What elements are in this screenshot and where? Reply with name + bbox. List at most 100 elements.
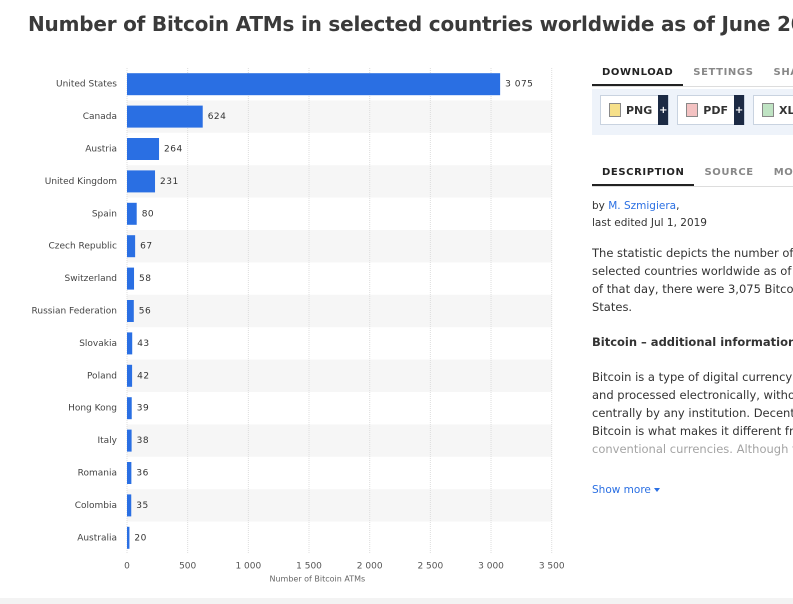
data-label: 20 xyxy=(134,533,146,543)
tab[interactable]: SOURCE xyxy=(704,167,754,178)
data-label: 43 xyxy=(137,339,149,349)
paragraph: Bitcoin is a type of digital currency w a… xyxy=(592,368,793,458)
x-tick-label: 500 xyxy=(179,562,196,572)
y-tick-label: Switzerland xyxy=(65,274,118,284)
author-link[interactable]: M. Szmigiera xyxy=(608,200,677,212)
tab[interactable]: MORE xyxy=(773,167,793,178)
text: , xyxy=(676,200,680,212)
bar xyxy=(127,397,132,420)
x-tick-label: 0 xyxy=(124,562,130,572)
edited: last edited Jul 1, 2019 xyxy=(592,217,707,229)
label: PDF xyxy=(703,103,729,117)
row-band xyxy=(127,424,552,457)
chart: 0 500 1 000 1 500 2 000 2 500 3 000 3 500 Number… xyxy=(32,68,565,584)
author: by M. Szmigiera, last edited Jul 1, 2019 xyxy=(592,198,793,232)
text-line: of that day, there were 3,075 Bitcoin xyxy=(592,282,793,296)
bar xyxy=(127,332,133,355)
data-label: 67 xyxy=(140,242,152,252)
bar xyxy=(127,494,132,517)
y-tick-label: Czech Republic xyxy=(48,242,117,252)
bar xyxy=(127,73,501,96)
icon xyxy=(762,103,775,117)
description-tabs: DESCRIPTION SOURCE MORE xyxy=(592,158,793,187)
bar xyxy=(127,462,132,484)
text-line: conventional currencies. Although th xyxy=(592,442,793,456)
y-tick-label: Poland xyxy=(87,371,117,381)
text-line: and processed electronically, withou xyxy=(592,388,793,402)
data-label: 80 xyxy=(142,209,154,219)
data-label: 42 xyxy=(137,371,149,381)
row-band xyxy=(127,489,552,522)
x-tick-label: 3 500 xyxy=(539,562,565,572)
data-label: 36 xyxy=(136,469,148,479)
text: by xyxy=(592,200,605,212)
data-label: 39 xyxy=(137,404,149,414)
heading: Bitcoin – additional information xyxy=(592,335,793,349)
x-tick-label: 2 500 xyxy=(417,562,443,572)
text-line: Bitcoin is what makes it different fro xyxy=(592,424,793,438)
row-band xyxy=(127,165,552,198)
y-tick-label: Hong Kong xyxy=(68,404,117,414)
tab[interactable]: DOWNLOAD xyxy=(592,58,684,86)
data-label: 231 xyxy=(160,177,179,187)
bar xyxy=(127,202,137,225)
bar xyxy=(127,235,136,258)
bar xyxy=(127,170,156,193)
show-more[interactable]: Show more xyxy=(592,482,793,499)
data-label: 3 075 xyxy=(505,80,533,90)
label: PNG xyxy=(626,103,653,117)
bar xyxy=(127,526,130,549)
plus[interactable]: + xyxy=(734,95,745,125)
plus[interactable]: + xyxy=(658,95,669,125)
tab[interactable]: SHARE xyxy=(773,67,793,78)
text-line: centrally by any institution. Decentra xyxy=(592,406,793,420)
download-button[interactable]: PNG + xyxy=(600,95,670,125)
side-panel: DOWNLOAD SETTINGS SHARE PNG + PDF + XLS DE… xyxy=(592,58,793,604)
x-axis-label: Number of Bitcoin ATMs xyxy=(269,575,365,584)
label: Show more xyxy=(592,484,651,496)
x-tick-label: 3 000 xyxy=(478,562,504,572)
row-band xyxy=(127,230,552,263)
data-label: 56 xyxy=(139,307,151,317)
text-line: selected countries worldwide as of Ju xyxy=(592,264,793,278)
text-line: States. xyxy=(592,300,633,314)
download-button[interactable]: PDF + xyxy=(677,95,746,125)
tab[interactable]: SETTINGS xyxy=(693,67,754,78)
bar xyxy=(127,138,160,160)
paragraph: The statistic depicts the number of B sel… xyxy=(592,244,793,316)
y-tick-label: United Kingdom xyxy=(45,177,117,187)
tab[interactable]: DESCRIPTION xyxy=(592,158,695,186)
data-label: 35 xyxy=(136,501,148,511)
bar xyxy=(127,364,133,387)
y-tick-label: United States xyxy=(56,80,117,90)
caret xyxy=(654,488,661,492)
data-label: 38 xyxy=(137,436,149,446)
data-label: 58 xyxy=(139,274,151,284)
x-tick-label: 1 500 xyxy=(296,562,322,572)
download-button[interactable]: XLS xyxy=(753,95,793,125)
chart-title: Number of Bitcoin ATMs in selected count… xyxy=(28,12,793,36)
y-tick-label: Australia xyxy=(77,533,117,543)
bar xyxy=(127,267,135,290)
download-buttons: PNG + PDF + XLS xyxy=(592,89,793,135)
row-band xyxy=(127,294,552,328)
bar xyxy=(127,105,203,128)
y-tick-label: Slovakia xyxy=(79,339,117,349)
footer-strip xyxy=(0,598,793,604)
label: XLS xyxy=(779,103,793,117)
x-tick-label: 2 000 xyxy=(357,562,383,572)
text-line: The statistic depicts the number of B xyxy=(592,246,793,260)
y-tick-label: Russian Federation xyxy=(32,307,117,317)
data-label: 264 xyxy=(164,145,183,155)
bar xyxy=(127,429,132,452)
row-band xyxy=(127,359,552,392)
icon xyxy=(686,103,699,117)
y-tick-label: Canada xyxy=(83,112,117,122)
icon xyxy=(609,103,621,117)
data-label: 624 xyxy=(208,112,227,122)
y-tick-label: Spain xyxy=(92,209,117,219)
y-tick-label: Italy xyxy=(97,436,117,446)
y-tick-label: Romania xyxy=(78,469,117,479)
download-tabs: DOWNLOAD SETTINGS SHARE xyxy=(592,58,793,87)
